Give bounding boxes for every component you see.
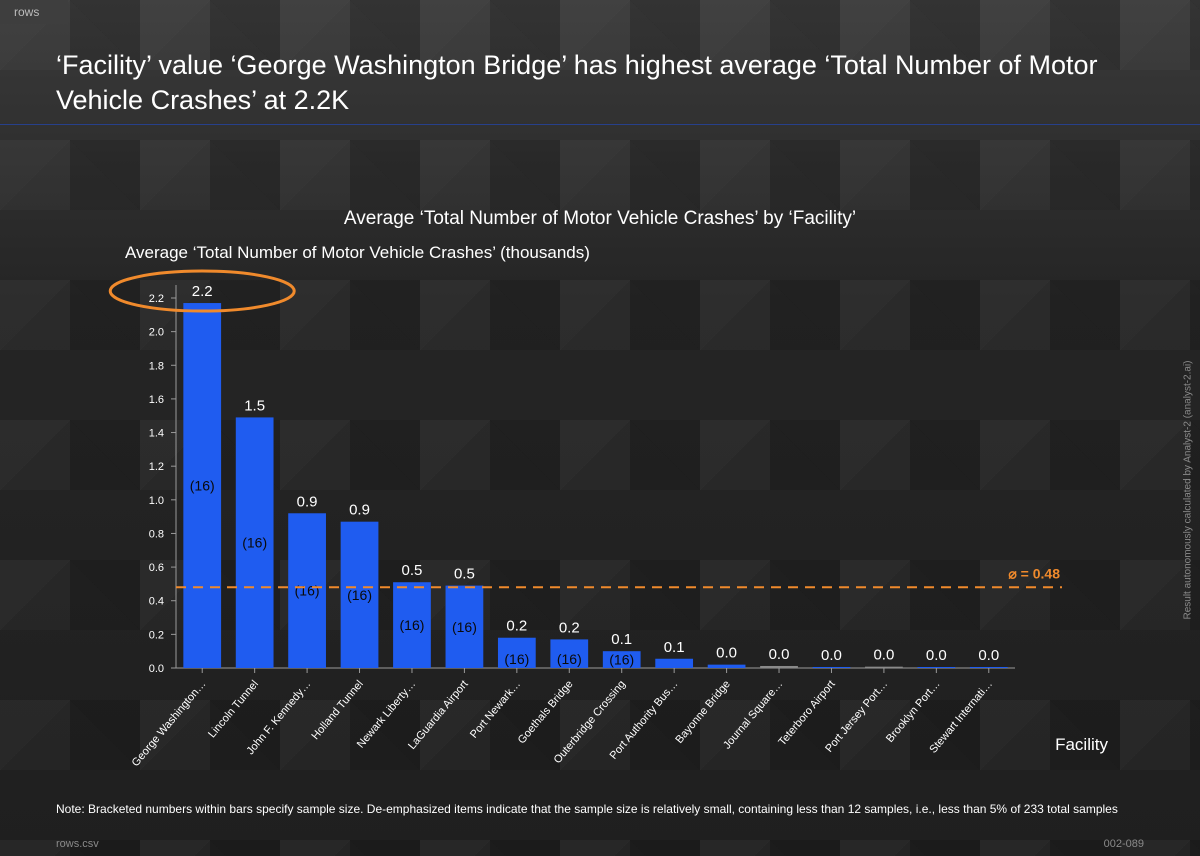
- category-label: Holland Tunnel: [309, 678, 365, 742]
- chart-title: Average ‘Total Number of Motor Vehicle C…: [344, 208, 856, 229]
- sample-size-label: (16): [557, 651, 582, 667]
- value-label: 0.1: [664, 639, 685, 656]
- value-label: 0.2: [559, 619, 580, 636]
- value-label: 0.2: [506, 618, 527, 635]
- divider: [0, 124, 1200, 125]
- sample-size-label: (16): [609, 652, 634, 668]
- bars: 2.2 (16) George Washington… 1.5 (16) Lincoln …: [130, 283, 1008, 769]
- value-label: 1.5: [244, 397, 265, 414]
- category-label: Port Newark…: [468, 678, 523, 741]
- footnote: Note: Bracketed numbers within bars spec…: [56, 802, 1118, 816]
- bar: [340, 521, 379, 668]
- value-label: 0.0: [716, 645, 737, 662]
- sample-size-label: (16): [347, 587, 372, 603]
- value-label: 0.0: [978, 647, 999, 664]
- headline: ‘Facility’ value ‘George Washington Brid…: [56, 50, 1098, 115]
- value-label: 0.1: [611, 631, 632, 648]
- category-label: Lincoln Tunnel: [206, 678, 261, 740]
- bar: [497, 637, 536, 668]
- y-tick-label: 0.4: [149, 596, 164, 608]
- mean-label: ⌀ = 0.48: [1008, 565, 1060, 581]
- source-file: rows.csv: [56, 838, 99, 850]
- y-tick-label: 0.6: [149, 562, 164, 574]
- y-tick-label: 2.2: [149, 293, 164, 305]
- value-label: 0.0: [926, 647, 947, 664]
- bar: [602, 651, 641, 668]
- app-tag: rows: [0, 0, 68, 24]
- y-tick-label: 0.0: [149, 663, 164, 675]
- category-label: LaGuardia Airport: [406, 678, 471, 752]
- x-axis-title: Facility: [1055, 735, 1108, 754]
- value-label: 0.9: [297, 493, 318, 510]
- sample-size-label: (16): [295, 583, 320, 599]
- bar: [445, 585, 484, 668]
- y-axis-title: Average ‘Total Number of Motor Vehicle C…: [125, 243, 590, 262]
- bar: [235, 417, 274, 668]
- figure-code: 002-089: [1103, 838, 1144, 850]
- bar: [550, 639, 589, 668]
- bar: [812, 666, 851, 668]
- y-tick-label: 2.0: [149, 327, 164, 339]
- bar: [393, 582, 431, 668]
- value-label: 0.9: [349, 502, 370, 519]
- category-label: George Washington…: [130, 678, 209, 769]
- bar: [288, 513, 326, 668]
- y-tick-label: 1.8: [149, 360, 164, 372]
- y-tick-label: 1.2: [149, 461, 164, 473]
- category-label: Teterboro Airport: [776, 678, 837, 748]
- sample-size-label: (16): [400, 617, 425, 633]
- value-label: 0.0: [821, 647, 842, 664]
- bar: [707, 664, 746, 668]
- sample-size-label: (16): [452, 619, 477, 635]
- value-label: 0.5: [402, 562, 423, 579]
- y-tick-label: 1.0: [149, 495, 164, 507]
- value-label: 0.5: [454, 566, 475, 583]
- y-ticks: 0.0 0.2 0.4 0.6 0.8 1.0 1.2 1.4 1.6 1.8 2.0 2.2: [149, 293, 176, 675]
- category-label: Brooklyn Port…: [884, 678, 943, 745]
- y-tick-label: 0.8: [149, 528, 164, 540]
- bar: [969, 667, 1008, 668]
- sample-size-label: (16): [190, 478, 215, 494]
- y-tick-label: 0.2: [149, 629, 164, 641]
- highlight-ellipse: [108, 269, 296, 313]
- y-tick-label: 1.4: [149, 428, 164, 440]
- y-tick-label: 1.6: [149, 394, 164, 406]
- sample-size-label: (16): [504, 651, 529, 667]
- bar: [655, 658, 694, 668]
- attribution-note: Result autonomously calculated by Analys…: [1182, 360, 1194, 620]
- value-label: 0.0: [769, 646, 790, 663]
- bar: [760, 665, 798, 668]
- category-label: Goethals Bridge: [516, 678, 576, 746]
- bar: [917, 667, 956, 668]
- sample-size-label: (16): [242, 535, 267, 551]
- value-label: 2.2: [192, 283, 213, 300]
- bar: [183, 303, 222, 668]
- category-label: Bayonne Bridge: [673, 678, 733, 746]
- value-label: 0.0: [873, 647, 894, 664]
- bar: [865, 666, 903, 668]
